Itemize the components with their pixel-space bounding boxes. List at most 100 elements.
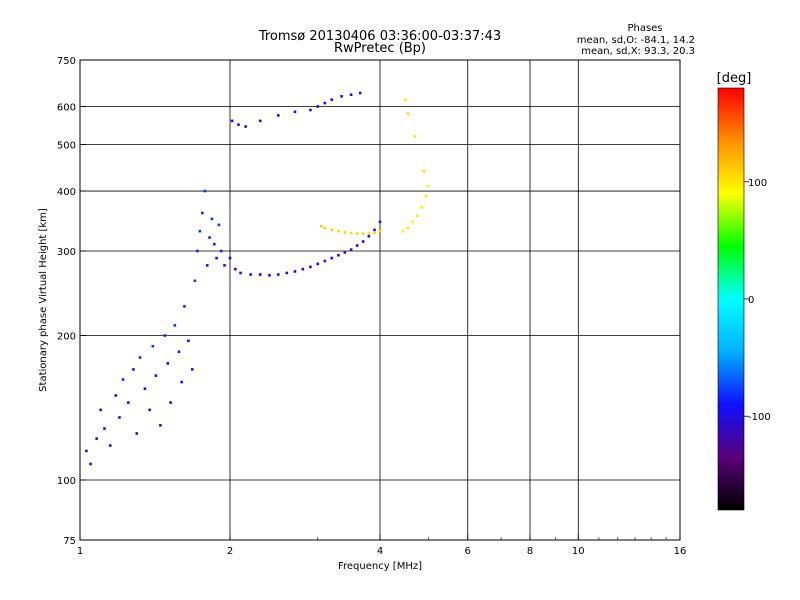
- colorbar-ticks: 100 0 -100: [744, 178, 771, 423]
- data-point: [276, 114, 280, 117]
- data-point: [239, 271, 242, 275]
- data-point: [411, 220, 414, 224]
- x-tick-label: 6: [465, 546, 471, 557]
- data-point: [361, 232, 365, 235]
- data-point: [378, 229, 382, 233]
- data-point: [276, 273, 280, 276]
- data-point: [337, 229, 340, 233]
- data-point: [180, 380, 184, 384]
- data-point: [151, 344, 155, 348]
- data-point: [404, 98, 407, 101]
- data-point: [343, 251, 347, 254]
- y-tick-label: 600: [57, 103, 76, 114]
- data-point: [337, 253, 340, 257]
- data-point: [343, 231, 347, 234]
- data-point: [249, 273, 252, 276]
- scatter-points: [85, 91, 430, 466]
- data-point: [309, 265, 312, 269]
- data-point: [323, 259, 327, 263]
- data-point: [203, 189, 207, 193]
- data-point: [426, 184, 430, 188]
- data-point: [190, 368, 194, 371]
- data-point: [285, 271, 289, 275]
- data-point: [95, 437, 98, 440]
- data-point: [355, 244, 359, 247]
- data-point: [258, 119, 262, 123]
- data-point: [210, 217, 214, 221]
- data-point: [132, 368, 135, 371]
- y-tick-label: 75: [63, 536, 76, 547]
- x-tick-label: 4: [377, 546, 383, 557]
- y-tick-label: 300: [57, 247, 76, 258]
- data-point: [198, 229, 202, 233]
- data-point: [193, 279, 197, 283]
- data-point: [163, 334, 167, 337]
- data-point: [215, 256, 218, 260]
- data-point: [118, 416, 121, 419]
- colorbar-label: [deg]: [717, 71, 752, 86]
- data-point: [415, 214, 419, 218]
- data-point: [349, 231, 353, 235]
- data-point: [349, 248, 353, 251]
- y-tick-label: 400: [57, 187, 76, 198]
- chart-title: Tromsø 20130406 03:36:00-03:37:43: [258, 29, 501, 44]
- data-point: [323, 101, 327, 105]
- data-point: [223, 264, 226, 267]
- data-point: [330, 98, 334, 101]
- data-point: [424, 195, 428, 198]
- data-point: [173, 324, 177, 327]
- data-point: [230, 119, 234, 123]
- data-point: [217, 223, 221, 227]
- data-point: [367, 232, 371, 235]
- data-point: [401, 229, 405, 233]
- colorbar: [717, 87, 745, 511]
- data-point: [367, 234, 371, 238]
- data-point: [166, 362, 170, 365]
- y-tick-label: 100: [57, 476, 76, 487]
- data-point: [330, 228, 334, 232]
- data-point: [85, 449, 88, 453]
- data-point: [309, 108, 312, 112]
- data-point: [103, 427, 106, 430]
- data-point: [258, 273, 262, 276]
- data-point: [201, 211, 204, 215]
- colorbar-tick-label: 100: [748, 178, 767, 189]
- x-tick-label: 10: [572, 546, 585, 557]
- series-2: [228, 220, 382, 277]
- y-axis-label: Stationary phase Virtual Height [km]: [38, 208, 49, 392]
- data-point: [373, 228, 376, 232]
- data-point: [114, 394, 118, 397]
- data-point: [316, 262, 320, 266]
- data-point: [413, 135, 417, 138]
- data-point: [121, 378, 125, 381]
- y-tick-label: 200: [57, 332, 76, 343]
- data-point: [330, 256, 334, 260]
- data-point: [169, 401, 172, 404]
- data-point: [422, 169, 426, 173]
- x-tick-label: 1: [77, 546, 83, 557]
- data-point: [320, 224, 323, 228]
- series-1: [85, 189, 226, 466]
- data-point: [349, 93, 353, 96]
- data-point: [212, 242, 216, 246]
- data-point: [355, 232, 359, 235]
- data-point: [205, 264, 209, 267]
- x-tick-label: 8: [527, 546, 533, 557]
- data-point: [159, 424, 162, 427]
- data-point: [361, 240, 365, 243]
- stats-line-o: mean, sd,O: -84.1, 14.2: [577, 35, 695, 46]
- data-point: [126, 401, 130, 404]
- data-point: [228, 256, 232, 260]
- series-4: [230, 91, 362, 128]
- data-point: [99, 408, 102, 412]
- stats-line-x: mean, sd,X: 93.3, 20.3: [581, 46, 695, 57]
- data-point: [148, 408, 152, 412]
- data-point: [420, 205, 423, 209]
- data-point: [237, 123, 240, 126]
- data-point: [108, 444, 112, 447]
- x-tick-label: 2: [227, 546, 233, 557]
- series-3: [320, 224, 382, 235]
- colorbar-tick-label: -100: [748, 412, 771, 423]
- axis-ticks: 1 2 4 6 8 10 16 75 100 200 300 400 500 600 750: [57, 56, 686, 557]
- data-point: [187, 339, 190, 343]
